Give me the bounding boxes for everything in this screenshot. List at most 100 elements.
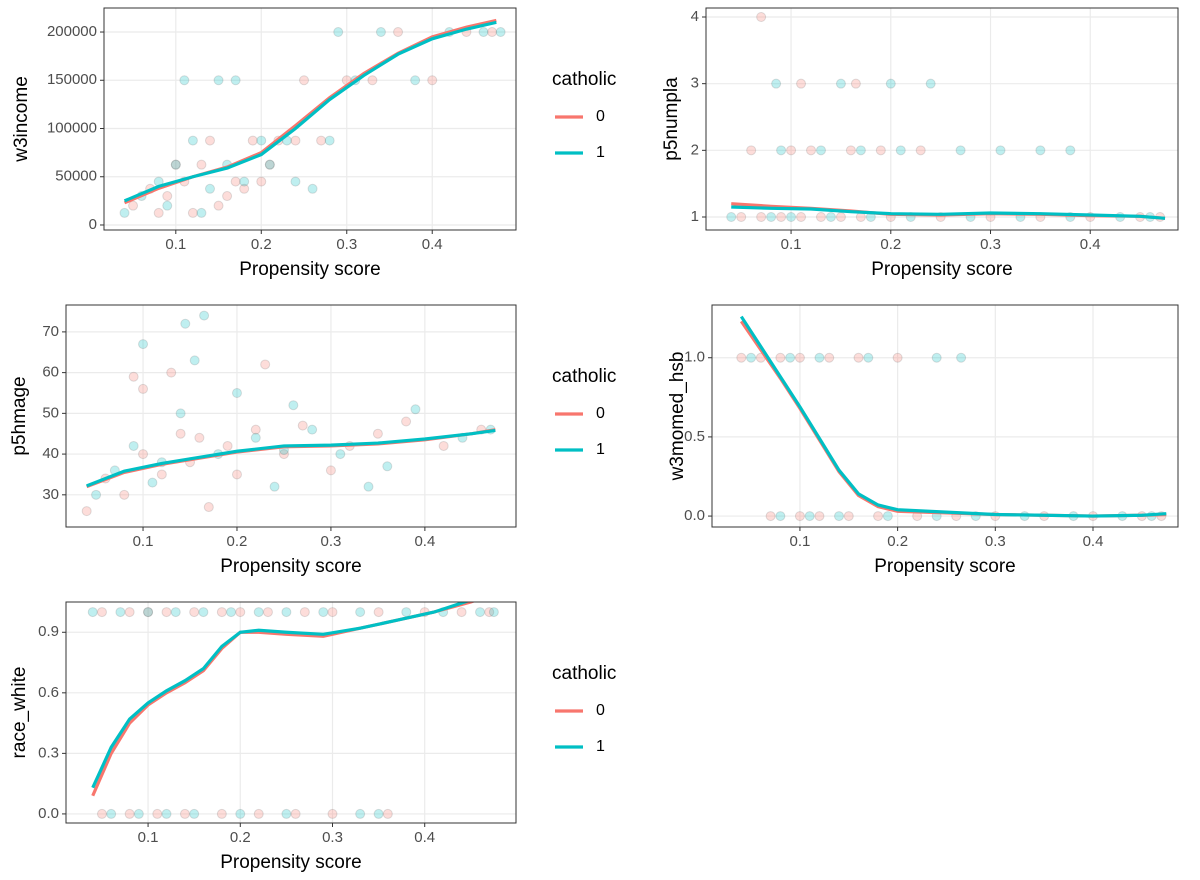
point: [299, 607, 310, 618]
point: [814, 352, 825, 363]
x-tick-label: 0.3: [985, 533, 1006, 550]
point: [231, 469, 242, 480]
point: [256, 176, 267, 187]
x-tick-label: 0.3: [322, 829, 343, 846]
smooth-line: [731, 205, 1166, 220]
point: [956, 352, 967, 363]
point: [355, 808, 366, 819]
point: [162, 200, 173, 211]
plot-layer: [726, 12, 1166, 222]
point: [775, 511, 786, 522]
point: [189, 355, 200, 366]
point: [239, 176, 250, 187]
y-tick-label: 200000: [47, 23, 97, 40]
x-tick-label: 0.3: [980, 236, 1001, 253]
smooth-line: [123, 20, 497, 203]
x-axis-title: Propensity score: [220, 556, 362, 577]
point: [288, 400, 299, 411]
smooth-line: [91, 602, 470, 789]
legend-title: catholic: [552, 69, 616, 90]
panel-border: [103, 7, 517, 231]
y-tick-label: 50: [42, 404, 59, 421]
point: [194, 432, 205, 443]
point: [91, 489, 102, 500]
point: [230, 75, 241, 86]
point: [156, 469, 167, 480]
point: [726, 212, 737, 222]
point: [222, 191, 233, 202]
y-axis-title: p5hmage: [9, 376, 30, 455]
x-tick-label: 0.1: [133, 533, 154, 550]
point: [299, 75, 310, 86]
x-tick-label: 0.2: [227, 533, 248, 550]
point: [766, 212, 777, 222]
plot-background: [66, 305, 516, 527]
point: [179, 75, 190, 86]
plot-layer: [736, 315, 1167, 522]
point: [1065, 145, 1076, 156]
y-axis-title: w3momed_hsb: [667, 352, 688, 482]
point: [335, 449, 346, 460]
x-axis-title: Propensity score: [871, 259, 1013, 280]
point: [187, 135, 198, 146]
point: [143, 607, 154, 618]
point: [855, 145, 866, 156]
point: [925, 78, 936, 89]
point: [133, 808, 144, 819]
point: [250, 432, 261, 443]
point: [873, 511, 884, 522]
y-tick-label: 0.0: [684, 507, 705, 524]
point: [203, 502, 214, 513]
point: [307, 183, 318, 194]
y-tick-label: 0: [89, 216, 97, 233]
y-axis-title: p5numpla: [661, 77, 682, 161]
point: [96, 808, 107, 819]
point: [488, 607, 499, 618]
point: [825, 212, 836, 222]
x-tick-label: 0.4: [414, 829, 435, 846]
point: [372, 428, 383, 439]
point: [262, 607, 273, 618]
point: [785, 352, 796, 363]
point: [128, 200, 139, 211]
y-tick-label: 0.9: [38, 623, 59, 640]
point: [796, 212, 807, 222]
point: [204, 135, 215, 146]
point: [166, 367, 177, 378]
point: [128, 440, 139, 451]
smooth-line: [86, 428, 496, 488]
point: [180, 318, 191, 329]
point: [845, 145, 856, 156]
y-tick-label: 70: [42, 323, 59, 340]
point: [853, 352, 864, 363]
point: [765, 511, 776, 522]
point: [895, 145, 906, 156]
point: [106, 808, 117, 819]
point: [786, 145, 797, 156]
x-tick-label: 0.1: [138, 829, 159, 846]
point: [316, 135, 327, 146]
point: [327, 607, 338, 618]
point: [786, 212, 797, 222]
plot-layer: [87, 602, 499, 819]
point: [382, 808, 393, 819]
point: [138, 339, 149, 350]
y-tick-label: 1: [691, 208, 699, 225]
y-tick-label: 4: [691, 8, 699, 25]
point: [806, 145, 817, 156]
point: [367, 75, 378, 86]
point: [281, 607, 292, 618]
point: [324, 135, 335, 146]
point: [863, 352, 874, 363]
panel-border: [711, 304, 1179, 528]
point: [850, 78, 861, 89]
point: [260, 359, 271, 370]
point: [955, 145, 966, 156]
point: [410, 75, 421, 86]
y-tick-label: 0.0: [38, 805, 59, 822]
panel-border: [65, 304, 517, 528]
y-tick-label: 0.6: [38, 684, 59, 701]
point: [307, 424, 318, 435]
point: [746, 352, 757, 363]
point: [204, 183, 215, 194]
